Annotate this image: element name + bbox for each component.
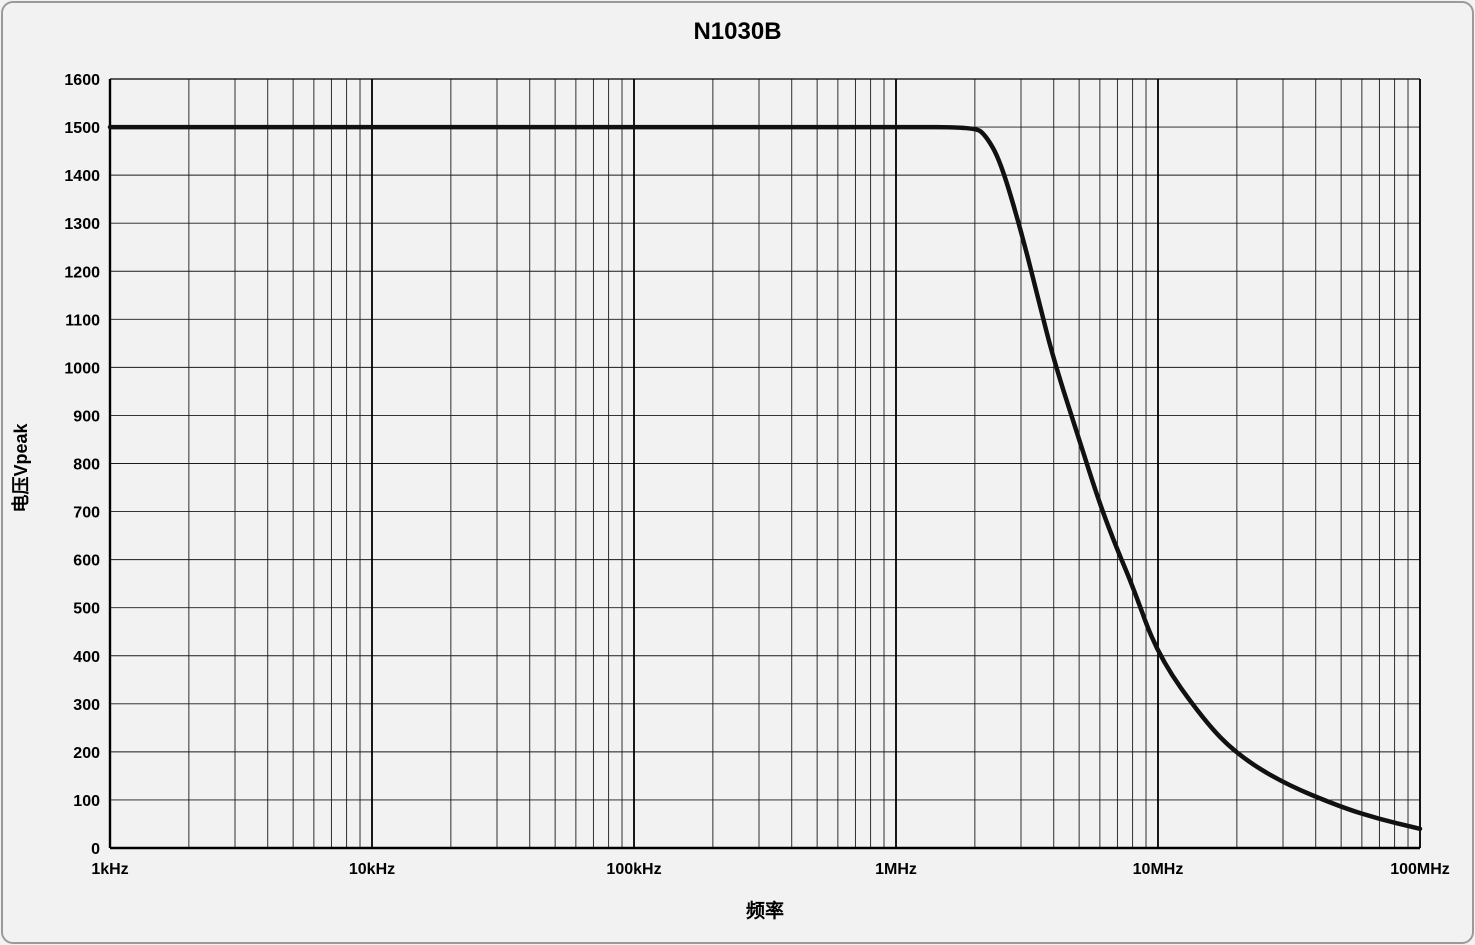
y-tick-label: 800 [73,457,100,474]
x-tick-label: 10MHz [1133,861,1184,878]
y-tick-label: 1100 [65,312,100,329]
y-tick-label: 1600 [64,72,100,89]
y-tick-label: 200 [73,745,100,762]
y-tick-label: 400 [73,649,100,666]
y-axis-label: 电压Vpeak [11,423,31,513]
y-tick-label: 100 [73,793,100,810]
y-tick-label: 0 [91,841,100,858]
x-tick-label: 1kHz [91,861,128,878]
x-tick-label: 100MHz [1390,861,1450,878]
y-tick-label: 1000 [64,360,100,377]
y-tick-label: 1500 [64,120,100,137]
y-tick-label: 300 [73,697,100,714]
y-tick-label: 1300 [64,216,100,233]
y-tick-label: 900 [73,408,100,425]
x-axis-label: 频率 [745,901,784,922]
y-tick-label: 700 [73,505,100,522]
y-tick-label: 600 [73,553,100,570]
x-tick-label: 10kHz [349,861,395,878]
x-tick-label: 100kHz [606,861,661,878]
y-tick-label: 1400 [64,168,100,185]
x-tick-label: 1MHz [875,861,917,878]
y-tick-label: 500 [73,601,100,618]
y-tick-label: 1200 [64,264,100,281]
derating-curve [107,124,1423,832]
chart-title: N1030B [693,18,782,45]
